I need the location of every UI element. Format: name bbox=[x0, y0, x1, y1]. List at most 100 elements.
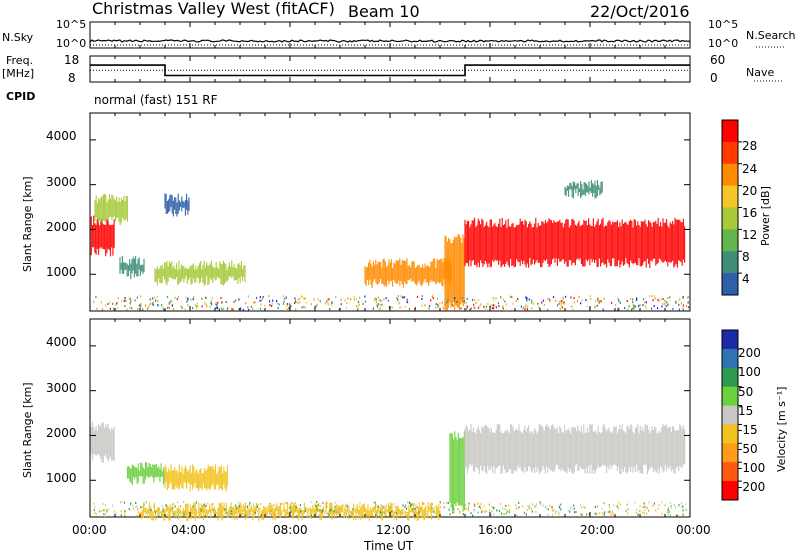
velocity_ms-speckle bbox=[165, 504, 167, 507]
velocity_ms-speckle bbox=[225, 508, 227, 511]
velocity_ms-speckle bbox=[526, 509, 528, 512]
power_db-speckle bbox=[344, 299, 346, 302]
power_db-speckle bbox=[378, 308, 380, 311]
velocity_ms-speckle bbox=[293, 504, 295, 507]
power_db-speckle bbox=[140, 295, 142, 298]
power_db-speckle bbox=[377, 296, 379, 299]
power_db-speckle bbox=[134, 299, 136, 302]
velocity_ms-speckle bbox=[667, 511, 669, 514]
freq-tick-bottom: 8 bbox=[68, 71, 76, 85]
power_db-speckle bbox=[117, 297, 119, 300]
power_db-speckle bbox=[95, 296, 97, 298]
power_db-speckle bbox=[502, 298, 504, 301]
power_db-speckle bbox=[473, 306, 475, 309]
power_db-speckle bbox=[563, 301, 565, 304]
power_db-speckle bbox=[327, 298, 329, 301]
power_db-speckle bbox=[558, 302, 560, 305]
power_db-speckle bbox=[350, 298, 352, 301]
power-cbar-swatch bbox=[722, 120, 738, 143]
power_db-speckle bbox=[170, 300, 172, 303]
velocity_ms-speckle bbox=[192, 505, 194, 508]
velocity_ms-speckle bbox=[525, 513, 527, 516]
power_db-speckle bbox=[624, 307, 626, 310]
power_db-speckle bbox=[603, 297, 605, 300]
power_db-speckle bbox=[497, 302, 500, 305]
velocity_ms-speckle bbox=[125, 510, 127, 513]
velocity_ms-speckle bbox=[502, 507, 504, 510]
velocity_ms-speckle bbox=[145, 511, 147, 514]
velocity_ms-speckle bbox=[320, 511, 322, 514]
velocity-cbar-tick-50: 50 bbox=[738, 385, 754, 399]
power-cbar-tick-28: 28 bbox=[742, 139, 758, 153]
velocity_ms-speckle bbox=[252, 503, 254, 506]
velocity_ms-speckle bbox=[321, 510, 323, 513]
velocity_ms-speckle bbox=[558, 512, 560, 515]
power_db-speckle bbox=[443, 303, 446, 306]
power_db-speckle bbox=[627, 308, 629, 311]
power_db-speckle bbox=[358, 303, 360, 306]
power_db-speckle bbox=[404, 296, 406, 299]
velocity_ms-speckle bbox=[150, 509, 152, 512]
power_db-speckle bbox=[532, 302, 535, 305]
power_db-speckle bbox=[173, 308, 175, 311]
velocity_ms-speckle bbox=[306, 507, 308, 510]
power_db-speckle bbox=[439, 302, 441, 305]
power_db-speckle bbox=[628, 305, 630, 308]
power_db-speckle bbox=[523, 306, 525, 309]
velocity_ms-speckle bbox=[357, 508, 359, 511]
velocity_ms-speckle bbox=[383, 506, 385, 509]
velocity_ms-speckle bbox=[603, 502, 605, 505]
power_db-speckle bbox=[585, 299, 587, 302]
velocity_ms-speckle bbox=[637, 513, 639, 516]
power_db-speckle bbox=[248, 309, 250, 311]
velocity_ms-speckle bbox=[545, 506, 547, 509]
time-tick-2: 08:00 bbox=[273, 523, 308, 537]
power_db-speckle bbox=[381, 303, 383, 306]
velocity_ms-speckle bbox=[151, 514, 153, 517]
power_db-speckle bbox=[285, 296, 287, 299]
power_db-speckle bbox=[107, 303, 109, 305]
velocity_ms-speckle bbox=[338, 508, 340, 511]
velocity_ms-speckle bbox=[124, 511, 126, 514]
velocity_ms-speckle bbox=[579, 504, 582, 506]
power_db-speckle bbox=[190, 298, 192, 301]
velocity_ms-speckle bbox=[532, 503, 534, 506]
velocity_ms-speckle bbox=[337, 510, 339, 513]
velocity_ms-speckle bbox=[226, 512, 228, 515]
velocity_ms-speckle bbox=[306, 514, 309, 517]
power_db-speckle bbox=[657, 298, 659, 301]
power_db-speckle bbox=[543, 304, 545, 306]
velocity_ms-speckle bbox=[473, 509, 476, 512]
velocity-cbar-tick-100: 100 bbox=[738, 365, 761, 379]
velocity_ms-speckle bbox=[575, 511, 577, 513]
power_db-speckle bbox=[454, 297, 456, 300]
velocity_ms-speckle bbox=[185, 512, 187, 515]
power_db-speckle bbox=[101, 308, 104, 311]
power_db-speckle bbox=[328, 303, 330, 306]
power_db-speckle bbox=[680, 302, 682, 305]
velocity_ms-speckle bbox=[667, 509, 669, 512]
velocity_ms-speckle bbox=[488, 509, 491, 512]
power_db-speckle bbox=[521, 307, 523, 310]
power_db-speckle bbox=[259, 296, 261, 298]
nsearch-label: N.Search bbox=[746, 29, 796, 42]
power_db-speckle bbox=[294, 299, 297, 302]
power_db-speckle bbox=[463, 300, 465, 303]
power_db-speckle bbox=[397, 298, 399, 301]
power_db-speckle bbox=[479, 304, 481, 307]
nsky-tick-bottom: 10^0 bbox=[56, 37, 87, 50]
power_db-speckle bbox=[682, 309, 684, 311]
velocity_ms-speckle bbox=[607, 511, 609, 514]
power_db-speckle bbox=[181, 306, 183, 309]
power_db-speckle bbox=[556, 304, 559, 307]
power_db-speckle bbox=[124, 296, 126, 299]
velocity_ms-speckle bbox=[603, 513, 605, 516]
velocity_ms-speckle bbox=[552, 509, 554, 512]
power_db-speckle bbox=[651, 295, 653, 298]
velocity_ms-speckle bbox=[338, 509, 340, 512]
velocity_ms-speckle bbox=[254, 511, 256, 514]
power_db-region-0 bbox=[90, 215, 115, 257]
power_db-speckle bbox=[421, 304, 423, 307]
power_db-speckle bbox=[598, 298, 600, 301]
